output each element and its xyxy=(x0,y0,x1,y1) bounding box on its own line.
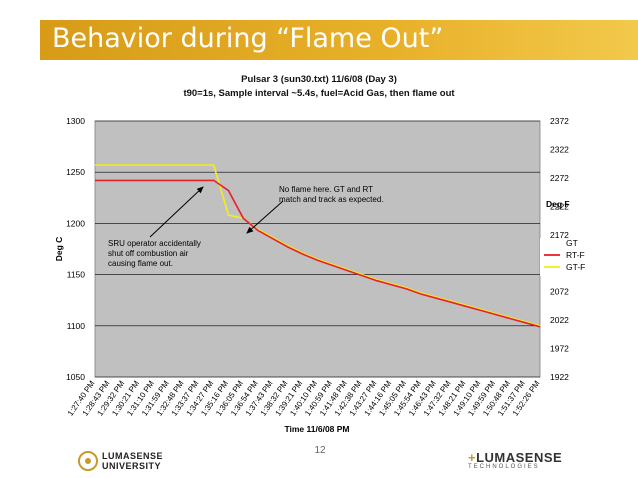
y2-axis-title: Deg F xyxy=(546,199,570,209)
annotation-flameout-line: causing flame out. xyxy=(108,259,173,268)
y2-tick-label: 2172 xyxy=(550,230,569,240)
x-axis-title: Time 11/6/08 PM xyxy=(284,424,349,434)
logo-left-name: LUMASENSE xyxy=(102,451,164,461)
annotation-flameout-line: shut off combustion air xyxy=(108,249,189,258)
y2-tick-label: 2072 xyxy=(550,287,569,297)
chart-subtitle: t90=1s, Sample interval ~5.4s, fuel=Acid… xyxy=(183,88,455,99)
annotation-noflame-line: match and track as expected. xyxy=(279,195,384,204)
lumasense-university-logo: LUMASENSE UNIVERSITY xyxy=(78,450,163,472)
legend-label: GT-F xyxy=(566,262,585,272)
legend-label: GT xyxy=(566,238,578,248)
y-tick-label: 1050 xyxy=(66,372,85,382)
y-tick-label: 1150 xyxy=(67,270,86,280)
y2-tick-label: 2272 xyxy=(550,173,569,183)
title-bar xyxy=(40,20,638,60)
y2-tick-label: 2322 xyxy=(550,144,569,154)
y-tick-label: 1100 xyxy=(67,321,86,331)
y2-tick-label: 2372 xyxy=(550,116,569,126)
legend-box xyxy=(540,238,590,276)
logo-left-sub: UNIVERSITY xyxy=(102,461,162,471)
y2-tick-label: 1972 xyxy=(550,344,569,354)
y-tick-label: 1300 xyxy=(66,116,85,126)
annotation-noflame-line: No flame here. GT and RT xyxy=(279,185,373,194)
y-axis-title: Deg C xyxy=(54,237,64,262)
y2-tick-label: 1922 xyxy=(550,372,569,382)
series-line-gt-f xyxy=(95,164,541,327)
logo-right-name: LUMASENSE xyxy=(476,450,563,465)
y-tick-label: 1200 xyxy=(66,218,85,228)
annotation-arrow-flameout xyxy=(149,186,204,238)
logo-right-sub: TECHNOLOGIES xyxy=(468,464,540,470)
laurel-icon xyxy=(78,451,98,471)
legend-label: RT-F xyxy=(566,250,585,260)
y2-tick-label: 2022 xyxy=(550,315,569,325)
chart-title: Pulsar 3 (sun30.txt) 11/6/08 (Day 3) xyxy=(241,74,397,85)
annotation-flameout-line: SRU operator accidentally xyxy=(108,239,201,248)
y-tick-label: 1250 xyxy=(66,167,85,177)
plot-area xyxy=(94,120,541,378)
logo-plus-icon: + xyxy=(468,450,477,465)
y2-tick-label: 2222 xyxy=(550,201,569,211)
series-line-rt-f xyxy=(95,179,541,328)
page-number: 12 xyxy=(314,445,326,456)
slide-title: Behavior during “Flame Out” xyxy=(52,23,444,54)
lumasense-technologies-logo: +LUMASENSE TECHNOLOGIES xyxy=(468,450,562,474)
title-banner: Behavior during “Flame Out” xyxy=(0,0,638,62)
annotation-arrow-noflame xyxy=(246,200,284,234)
